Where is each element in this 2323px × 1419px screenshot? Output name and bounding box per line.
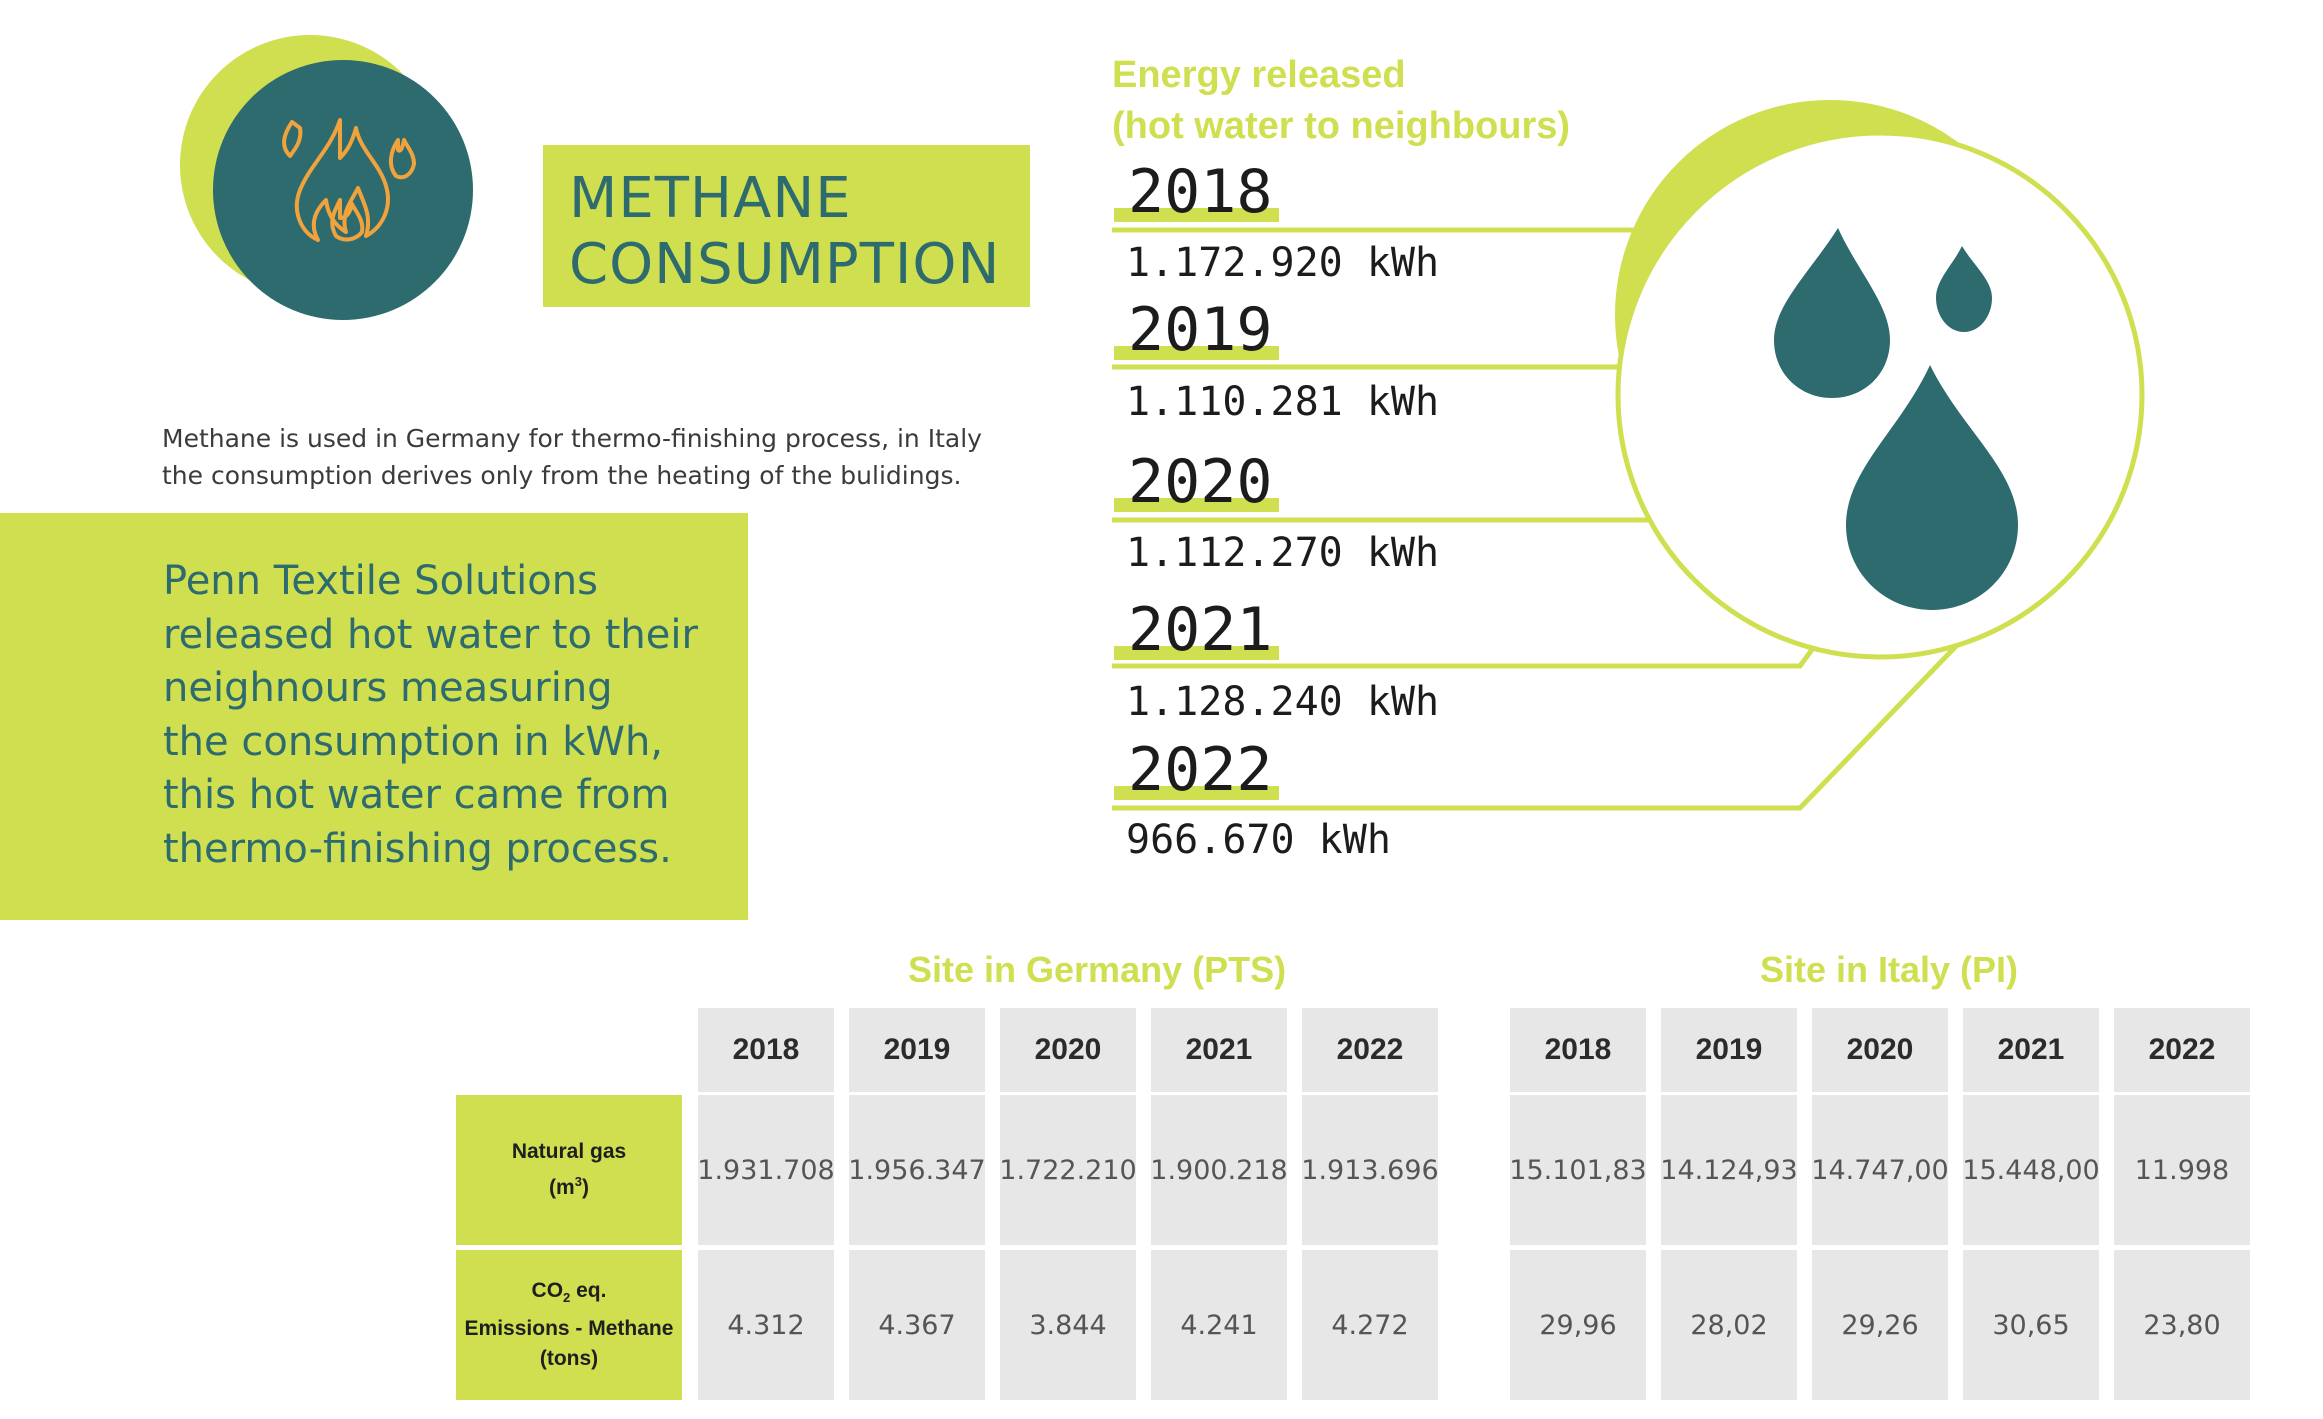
info-line: the consumption in kWh, xyxy=(163,718,664,765)
info-line: this hot water came from xyxy=(163,772,670,818)
energy-title-line2: (hot water to neighbours) xyxy=(1112,105,1571,147)
intro-line2: the consumption derives only from the he… xyxy=(162,461,962,490)
title-line1: METHANE xyxy=(569,166,852,231)
germany-co2-cell: 4.367 xyxy=(849,1250,985,1400)
italy-natural-gas-cell: 14.747,00 xyxy=(1811,1095,1949,1245)
title-line2: CONSUMPTION xyxy=(569,232,1001,297)
title-box: METHANE CONSUMPTION xyxy=(543,145,1030,307)
italy-site-title: Site in Italy (PI) xyxy=(1760,949,2019,990)
energy-value-2019: 1.110.281 kWh xyxy=(1126,379,1440,425)
co2-label-line3: (tons) xyxy=(539,1346,599,1370)
germany-co2-cell: 4.272 xyxy=(1302,1250,1438,1400)
italy-natural-gas-cell: 15.101,83 xyxy=(1509,1095,1647,1245)
flame-badge xyxy=(180,35,473,320)
germany-year-header: 2018 xyxy=(698,1008,834,1092)
energy-year-2018: 2018 xyxy=(1114,162,1279,222)
germany-natural-gas-cell: 1.900.218 xyxy=(1150,1095,1288,1245)
energy-value-2021: 1.128.240 kWh xyxy=(1126,679,1440,725)
germany-co2-cell: 3.844 xyxy=(1000,1250,1136,1400)
flame-icon xyxy=(282,118,416,242)
natural-gas-unit: (m3) xyxy=(549,1174,589,1199)
energy-title: Energy released (hot water to neighbours… xyxy=(1112,50,1570,152)
germany-year-header: 2022 xyxy=(1302,1008,1438,1092)
italy-year-header: 2021 xyxy=(1963,1008,2099,1092)
natural-gas-label: Natural gas xyxy=(511,1140,627,1163)
italy-year-header: 2019 xyxy=(1661,1008,1797,1092)
energy-year-2020: 2020 xyxy=(1114,452,1279,512)
energy-value-2018: 1.172.920 kWh xyxy=(1126,240,1440,286)
water-drops-icon xyxy=(1774,228,2018,610)
intro-text: Methane is used in Germany for thermo-fi… xyxy=(162,420,1022,494)
energy-year-2021: 2021 xyxy=(1114,600,1279,660)
germany-site-title: Site in Germany (PTS) xyxy=(908,949,1287,990)
co2-label: CO2 eq. xyxy=(531,1279,607,1306)
germany-natural-gas-cell: 1.931.708 xyxy=(697,1095,835,1245)
drops-lime-circle xyxy=(1615,100,2045,530)
germany-co2-cell: 4.241 xyxy=(1151,1250,1287,1400)
italy-year-header: 2018 xyxy=(1510,1008,1646,1092)
energy-title-line1: Energy released xyxy=(1112,54,1406,96)
italy-natural-gas-cell: 15.448,00 xyxy=(1962,1095,2100,1245)
co2-label-line2: Emissions - Methane xyxy=(464,1316,674,1340)
info-box: Penn Textile Solutions released hot wate… xyxy=(0,513,748,920)
info-line: neighnours measuring xyxy=(163,665,613,711)
info-line: thermo-finishing process. xyxy=(163,825,672,872)
italy-year-header: 2020 xyxy=(1812,1008,1948,1092)
italy-co2-cell: 29,96 xyxy=(1510,1250,1646,1400)
row-label-co2: CO2 eq. Emissions - Methane (tons) xyxy=(456,1250,682,1400)
info-line: released hot water to their xyxy=(163,611,698,658)
info-text: Penn Textile Solutions released hot wate… xyxy=(163,555,723,876)
italy-co2-cell: 23,80 xyxy=(2114,1250,2250,1400)
energy-value-2022: 966.670 kWh xyxy=(1126,817,1391,863)
intro-line1: Methane is used in Germany for thermo-fi… xyxy=(162,424,982,453)
germany-year-header: 2020 xyxy=(1000,1008,1136,1092)
row-label-natural-gas: Natural gas (m3) xyxy=(456,1095,682,1245)
info-line: Penn Textile Solutions xyxy=(163,558,598,604)
energy-year-2022: 2022 xyxy=(1114,740,1279,800)
germany-natural-gas-cell: 1.913.696 xyxy=(1301,1095,1439,1245)
germany-year-header: 2019 xyxy=(849,1008,985,1092)
drops-white-circle xyxy=(1615,130,2145,660)
badge-teal-circle xyxy=(213,60,473,320)
italy-co2-cell: 28,02 xyxy=(1661,1250,1797,1400)
italy-co2-cell: 30,65 xyxy=(1963,1250,2099,1400)
germany-co2-cell: 4.312 xyxy=(698,1250,834,1400)
germany-natural-gas-cell: 1.956.347 xyxy=(848,1095,986,1245)
italy-year-header: 2022 xyxy=(2114,1008,2250,1092)
germany-year-header: 2021 xyxy=(1151,1008,1287,1092)
germany-natural-gas-cell: 1.722.210 xyxy=(999,1095,1137,1245)
italy-natural-gas-cell: 14.124,93 xyxy=(1660,1095,1798,1245)
energy-year-2019: 2019 xyxy=(1114,300,1279,360)
italy-co2-cell: 29,26 xyxy=(1812,1250,1948,1400)
energy-value-2020: 1.112.270 kWh xyxy=(1126,530,1440,576)
italy-natural-gas-cell: 11.998 xyxy=(2114,1095,2250,1245)
